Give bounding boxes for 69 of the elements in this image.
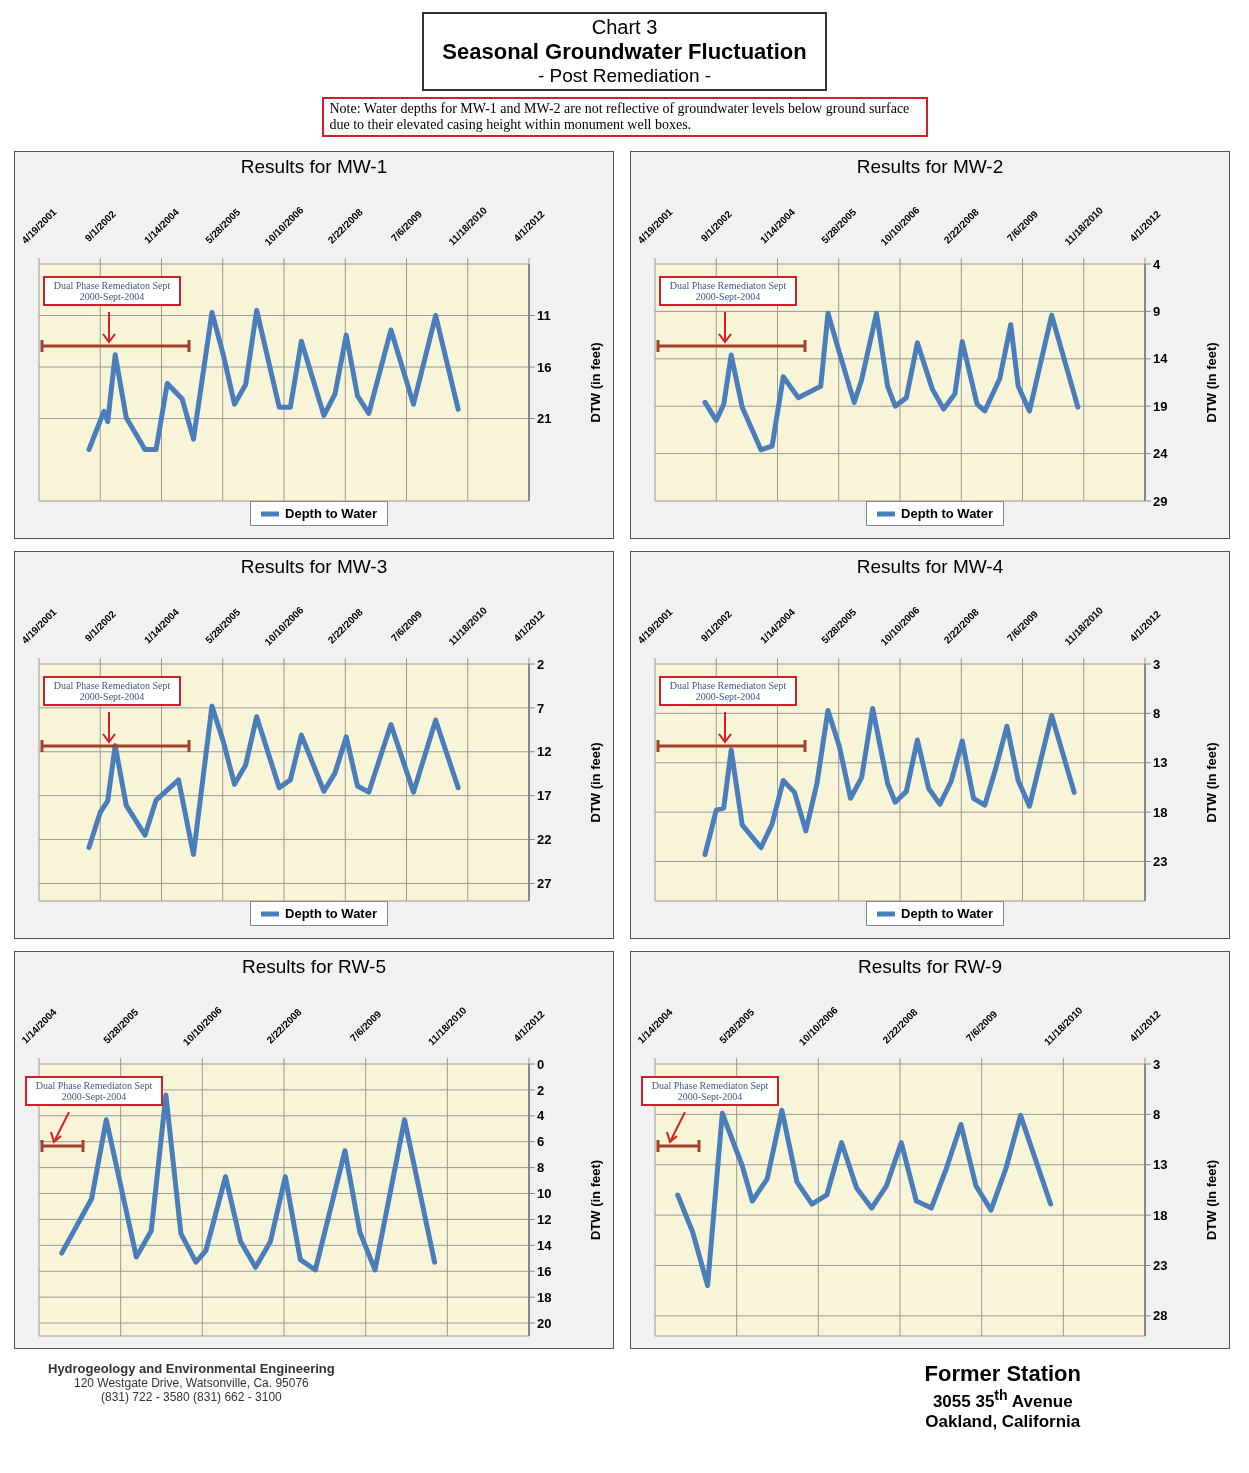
annotation: Dual Phase Remediaton Sept 2000-Sept-2004 <box>669 280 787 302</box>
y-tick-label: 2 <box>537 1082 545 1098</box>
y-tick-label: 13 <box>1153 1157 1168 1173</box>
text: - Post Remediation - <box>537 65 712 86</box>
y-tick-label: 0 <box>537 1056 545 1072</box>
y-tick-label: 23 <box>1153 854 1168 870</box>
y-tick-label: 11 <box>537 308 551 324</box>
chart-title: Results for MW-4 <box>856 556 1004 577</box>
y-tick-label: 14 <box>537 1237 553 1253</box>
text: Seasonal Groundwater Fluctuation <box>442 39 807 64</box>
text: (831) 722 - 3580 (831) 662 - 3100 <box>100 1390 282 1404</box>
annotation: Dual Phase Remediaton Sept 2000-Sept-2004 <box>35 1080 153 1102</box>
y-tick-label: 18 <box>1153 804 1168 820</box>
y-tick-label: 22 <box>537 832 552 848</box>
y-tick-label: 7 <box>537 700 545 716</box>
y-tick-label: 17 <box>537 788 552 804</box>
caption: Chart 3 <box>591 16 658 38</box>
y-tick-label: 18 <box>1153 1207 1168 1223</box>
y-tick-label: 2 <box>537 656 545 672</box>
y-tick-label: 27 <box>537 876 552 892</box>
y-tick-label: 24 <box>1153 446 1169 462</box>
y-tick-label: 14 <box>1153 351 1169 367</box>
text: Note: Water depths for MW-1 and MW-2 are not reflective of groundwater levels below ground surface due to their elevated casing height within monument well boxes. <box>329 101 910 132</box>
y-tick-label: 23 <box>1153 1258 1168 1274</box>
y-tick-label: 16 <box>537 1263 552 1279</box>
y-tick-label: 4 <box>1153 256 1161 272</box>
y-tick-label: 8 <box>1153 705 1161 721</box>
text: Oakland, California <box>925 1411 1081 1431</box>
y-axis-title: DTW (In feet) <box>1203 342 1219 423</box>
legend-label: Depth to Water <box>250 501 388 526</box>
annotation: Dual Phase Remediaton Sept 2000-Sept-2004 <box>651 1080 769 1102</box>
text: Hydrogeology and Environmental Engineering <box>48 1361 335 1376</box>
legend-label: Depth to Water <box>866 501 1004 526</box>
y-tick-label: 21 <box>537 411 552 427</box>
chart-title: Results for MW-2 <box>856 156 1004 177</box>
legend-label: Depth to Water <box>250 901 388 926</box>
annotation: Dual Phase Remediaton Sept 2000-Sept-2004 <box>53 680 171 702</box>
chart-title: Results for RW-9 <box>858 956 1002 977</box>
y-tick-label: 9 <box>1153 304 1161 320</box>
y-tick-label: 16 <box>537 359 552 375</box>
y-tick-label: 20 <box>537 1315 552 1331</box>
annotation: Dual Phase Remediaton Sept 2000-Sept-2004 <box>669 680 787 702</box>
y-tick-label: 18 <box>537 1289 552 1305</box>
y-tick-label: 8 <box>1153 1106 1161 1122</box>
y-axis-title: DTW (in feet) <box>587 342 603 423</box>
text: Former Station <box>924 1361 1081 1386</box>
y-axis-title: DTW (in feet) <box>587 1159 603 1241</box>
y-tick-label: 28 <box>1153 1308 1168 1324</box>
y-tick-label: 10 <box>537 1186 552 1202</box>
chart-title: Results for MW-1 <box>240 156 388 177</box>
y-tick-label: 19 <box>1153 398 1168 414</box>
y-tick-label: 8 <box>537 1160 545 1176</box>
y-tick-label: 3 <box>1153 1056 1161 1072</box>
chart-title: Results for RW-5 <box>242 956 386 977</box>
text: 3055 35$^{th}$ Avenue <box>932 1387 1073 1411</box>
annotation: Dual Phase Remediaton Sept 2000-Sept-2004 <box>53 280 171 302</box>
y-tick-label: 6 <box>537 1134 545 1150</box>
y-tick-label: 4 <box>537 1108 545 1124</box>
text: 120 Westgate Drive, Watsonville, Ca. 95076 <box>73 1376 309 1390</box>
y-tick-label: 13 <box>1153 755 1168 771</box>
y-tick-label: 3 <box>1153 656 1161 672</box>
y-tick-label: 12 <box>537 744 552 760</box>
chart-title: Results for MW-3 <box>240 556 388 577</box>
y-axis-title: DTW (In feet) <box>1203 742 1219 823</box>
y-tick-label: 12 <box>537 1212 552 1228</box>
y-tick-label: 29 <box>1153 493 1168 509</box>
y-axis-title: DTW (in feet) <box>587 742 603 823</box>
y-axis-title: DTW (In feet) <box>1203 1159 1219 1241</box>
legend-label: Depth to Water <box>866 901 1004 926</box>
